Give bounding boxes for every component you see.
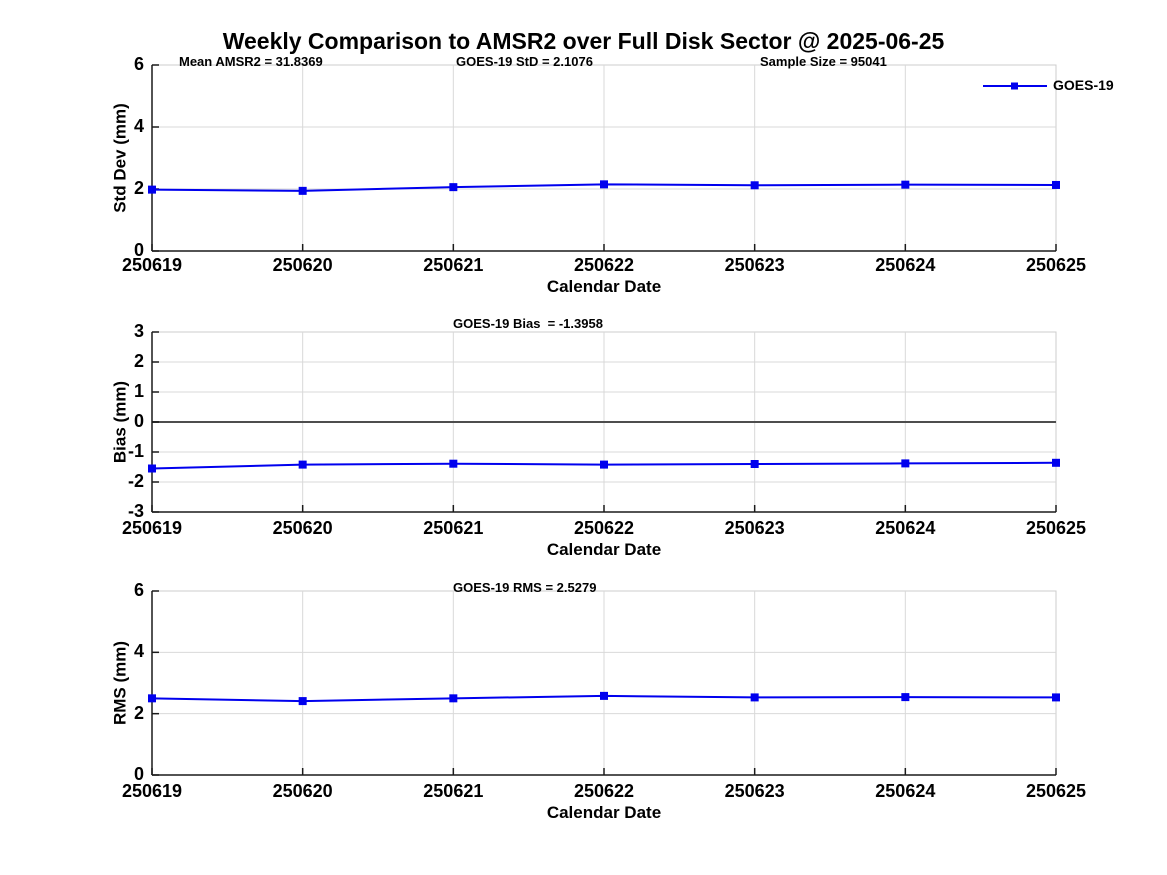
x-axis-label: Calendar Date bbox=[546, 540, 662, 559]
x-tick-label: 250621 bbox=[423, 255, 484, 275]
x-tick-label: 250620 bbox=[272, 255, 333, 275]
x-tick-label: 250624 bbox=[875, 255, 936, 275]
data-point-marker bbox=[298, 697, 307, 706]
x-tick-label: 250621 bbox=[423, 781, 484, 801]
data-point-marker bbox=[1052, 180, 1060, 189]
x-tick-label: 250623 bbox=[724, 255, 785, 275]
data-point-marker bbox=[600, 460, 608, 469]
data-point-marker bbox=[298, 186, 307, 195]
plot-annotation: GOES-19 RMS = 2.5279 bbox=[453, 580, 597, 595]
data-point-marker bbox=[449, 459, 458, 468]
data-point-marker bbox=[901, 693, 910, 702]
x-tick-label: 250621 bbox=[423, 518, 484, 538]
y-tick-label: 6 bbox=[133, 54, 144, 74]
data-point-marker bbox=[148, 694, 156, 703]
x-tick-label: 250620 bbox=[272, 518, 333, 538]
x-tick-label: 250625 bbox=[1025, 255, 1087, 275]
y-tick-label: -1 bbox=[127, 441, 144, 461]
y-tick-label: 4 bbox=[133, 641, 144, 662]
y-tick-label: 1 bbox=[133, 381, 144, 401]
data-point-marker bbox=[148, 185, 156, 194]
x-tick-label: 250619 bbox=[121, 255, 183, 275]
data-point-marker bbox=[600, 180, 608, 189]
y-tick-label: -2 bbox=[127, 471, 144, 491]
legend-label: GOES-19 bbox=[1053, 77, 1114, 93]
legend-line-icon bbox=[983, 82, 1047, 90]
x-tick-label: 250622 bbox=[573, 518, 635, 538]
x-tick-label: 250622 bbox=[573, 255, 635, 275]
x-tick-label: 250623 bbox=[724, 781, 785, 801]
data-point-marker bbox=[750, 181, 759, 190]
data-point-marker bbox=[148, 464, 156, 473]
y-tick-label: 4 bbox=[133, 116, 144, 136]
plot-annotation: Mean AMSR2 = 31.8369 bbox=[179, 54, 323, 69]
y-tick-label: 0 bbox=[133, 764, 144, 784]
x-tick-label: 250619 bbox=[121, 781, 183, 801]
data-point-marker bbox=[449, 183, 458, 192]
data-point-marker bbox=[1052, 693, 1060, 702]
plot-annotation: Sample Size = 95041 bbox=[760, 54, 887, 69]
y-tick-label: 6 bbox=[133, 580, 144, 600]
data-point-marker bbox=[901, 459, 910, 468]
y-tick-label: 2 bbox=[133, 351, 144, 371]
y-tick-label: 0 bbox=[133, 240, 144, 260]
x-tick-label: 250625 bbox=[1025, 781, 1087, 801]
data-point-marker bbox=[750, 693, 759, 702]
x-tick-label: 250622 bbox=[573, 781, 635, 801]
data-point-marker bbox=[600, 691, 608, 700]
x-tick-label: 250625 bbox=[1025, 518, 1087, 538]
data-point-marker bbox=[1052, 458, 1060, 467]
plot-annotation: GOES-19 Bias = -1.3958 bbox=[453, 316, 603, 331]
x-tick-label: 250624 bbox=[875, 518, 936, 538]
y-tick-label: 2 bbox=[133, 178, 144, 198]
x-axis-label: Calendar Date bbox=[546, 277, 662, 296]
y-axis-label: Bias (mm) bbox=[110, 380, 130, 464]
y-axis-label: RMS (mm) bbox=[110, 640, 130, 726]
legend-marker-icon bbox=[1011, 82, 1018, 90]
data-point-marker bbox=[449, 694, 458, 703]
x-tick-label: 250624 bbox=[875, 781, 936, 801]
x-tick-label: 250620 bbox=[272, 781, 333, 801]
y-axis-label: Std Dev (mm) bbox=[110, 103, 130, 213]
data-point-marker bbox=[298, 460, 307, 469]
y-tick-label: 0 bbox=[133, 411, 144, 431]
data-point-marker bbox=[901, 180, 910, 189]
legend: GOES-19 bbox=[980, 76, 1140, 96]
plot-annotation: GOES-19 StD = 2.1076 bbox=[456, 54, 593, 69]
y-tick-label: 2 bbox=[133, 702, 144, 723]
x-tick-label: 250619 bbox=[121, 518, 183, 538]
chart-title: Weekly Comparison to AMSR2 over Full Dis… bbox=[222, 28, 945, 54]
data-point-marker bbox=[750, 460, 759, 468]
y-tick-label: -3 bbox=[127, 501, 144, 521]
x-tick-label: 250623 bbox=[724, 518, 785, 538]
y-tick-label: 3 bbox=[133, 321, 144, 341]
x-axis-label: Calendar Date bbox=[546, 803, 662, 822]
